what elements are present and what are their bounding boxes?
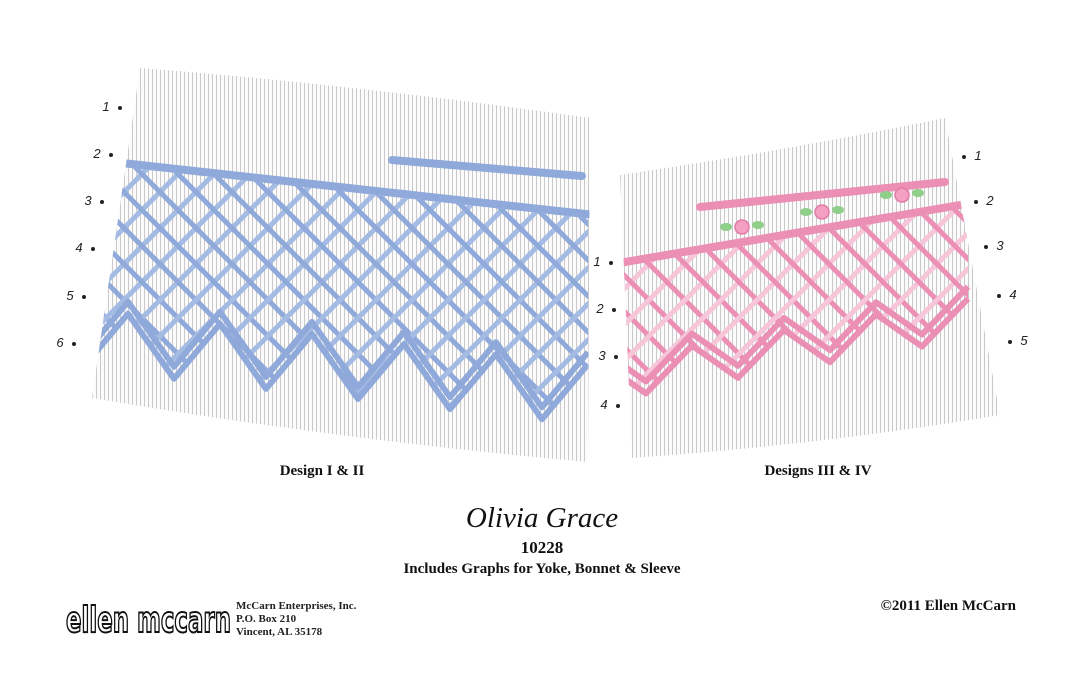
stitch bbox=[92, 164, 111, 420]
row-dot bbox=[974, 200, 978, 204]
leaf bbox=[752, 221, 764, 229]
row-dot bbox=[984, 245, 988, 249]
rosebud bbox=[734, 219, 750, 235]
stitch bbox=[620, 207, 852, 394]
caption: Designs III & IV bbox=[764, 463, 871, 479]
row-dot bbox=[118, 106, 122, 110]
row-label: 5 bbox=[66, 288, 74, 303]
band bbox=[621, 199, 972, 266]
row-dot bbox=[609, 261, 613, 265]
stitch bbox=[989, 100, 1080, 500]
address-line: Vincent, AL 35178 bbox=[236, 626, 323, 638]
stitch bbox=[734, 207, 968, 394]
leaf bbox=[720, 223, 732, 231]
stitch bbox=[0, 100, 36, 500]
band bbox=[388, 156, 586, 180]
smocking-pink bbox=[620, 100, 1080, 500]
rosebud bbox=[894, 187, 910, 203]
row-label: 2 bbox=[595, 301, 604, 316]
copyright: ©2011 Ellen McCarn bbox=[881, 598, 1017, 614]
stitch bbox=[1061, 100, 1080, 500]
row-dot bbox=[100, 200, 104, 204]
band bbox=[96, 156, 590, 219]
pattern-number: 10228 bbox=[521, 538, 564, 557]
row-dot bbox=[962, 155, 966, 159]
stitch bbox=[92, 164, 111, 420]
stitch bbox=[1061, 100, 1080, 500]
stitch bbox=[317, 164, 588, 420]
address-line: McCarn Enterprises, Inc. bbox=[236, 600, 357, 612]
band bbox=[696, 178, 949, 211]
row-label: 4 bbox=[600, 397, 607, 412]
stitch bbox=[620, 207, 968, 394]
row-dot bbox=[72, 342, 76, 346]
stitch bbox=[0, 100, 72, 500]
title: Olivia Grace bbox=[466, 502, 618, 534]
row-label: 6 bbox=[56, 335, 64, 350]
zigzag bbox=[620, 284, 971, 385]
zigzag bbox=[92, 298, 590, 411]
row-dot bbox=[614, 355, 618, 359]
fabric-panel bbox=[620, 118, 1000, 458]
row-dot bbox=[109, 153, 113, 157]
row-label: 3 bbox=[598, 348, 606, 363]
row-label: 5 bbox=[1020, 333, 1028, 348]
row-dot bbox=[1008, 340, 1012, 344]
stitch bbox=[353, 164, 588, 420]
stitch bbox=[1025, 100, 1080, 500]
stitch bbox=[0, 100, 36, 500]
row-dot bbox=[616, 404, 620, 408]
stitch bbox=[281, 164, 588, 420]
rosebud bbox=[814, 204, 830, 220]
zigzag bbox=[92, 310, 590, 423]
subtitle: Includes Graphs for Yoke, Bonnet & Sleev… bbox=[403, 561, 680, 577]
row-label: 2 bbox=[985, 193, 994, 208]
row-label: 1 bbox=[102, 99, 109, 114]
stitch bbox=[626, 207, 968, 394]
stitch bbox=[620, 207, 960, 394]
row-label: 1 bbox=[974, 148, 981, 163]
stitch bbox=[620, 207, 924, 394]
row-dot bbox=[997, 294, 1001, 298]
row-dot bbox=[82, 295, 86, 299]
leaf bbox=[800, 208, 812, 216]
leaf bbox=[912, 189, 924, 197]
leaf bbox=[832, 206, 844, 214]
row-label: 4 bbox=[1009, 287, 1016, 302]
stitch bbox=[698, 207, 968, 394]
leaf bbox=[880, 191, 892, 199]
stitch bbox=[989, 100, 1080, 500]
row-labels: 1 2 3 4 5 6 1 2 3 4 1 2 3 4 5 bbox=[56, 99, 1028, 412]
row-dot bbox=[612, 308, 616, 312]
lattice bbox=[620, 100, 1080, 500]
caption: Design I & II bbox=[280, 463, 365, 479]
row-label: 3 bbox=[84, 193, 92, 208]
address-line: P.O. Box 210 bbox=[236, 613, 297, 625]
stitch bbox=[662, 207, 968, 394]
stitch bbox=[1025, 100, 1080, 500]
zigzag bbox=[620, 296, 971, 397]
stitch bbox=[620, 207, 888, 394]
row-dot bbox=[91, 247, 95, 251]
row-label: 4 bbox=[75, 240, 82, 255]
row-label: 3 bbox=[996, 238, 1004, 253]
row-label: 1 bbox=[593, 254, 600, 269]
stitch bbox=[0, 100, 72, 500]
row-label: 2 bbox=[92, 146, 101, 161]
logo: ellen mccarn bbox=[66, 600, 231, 641]
